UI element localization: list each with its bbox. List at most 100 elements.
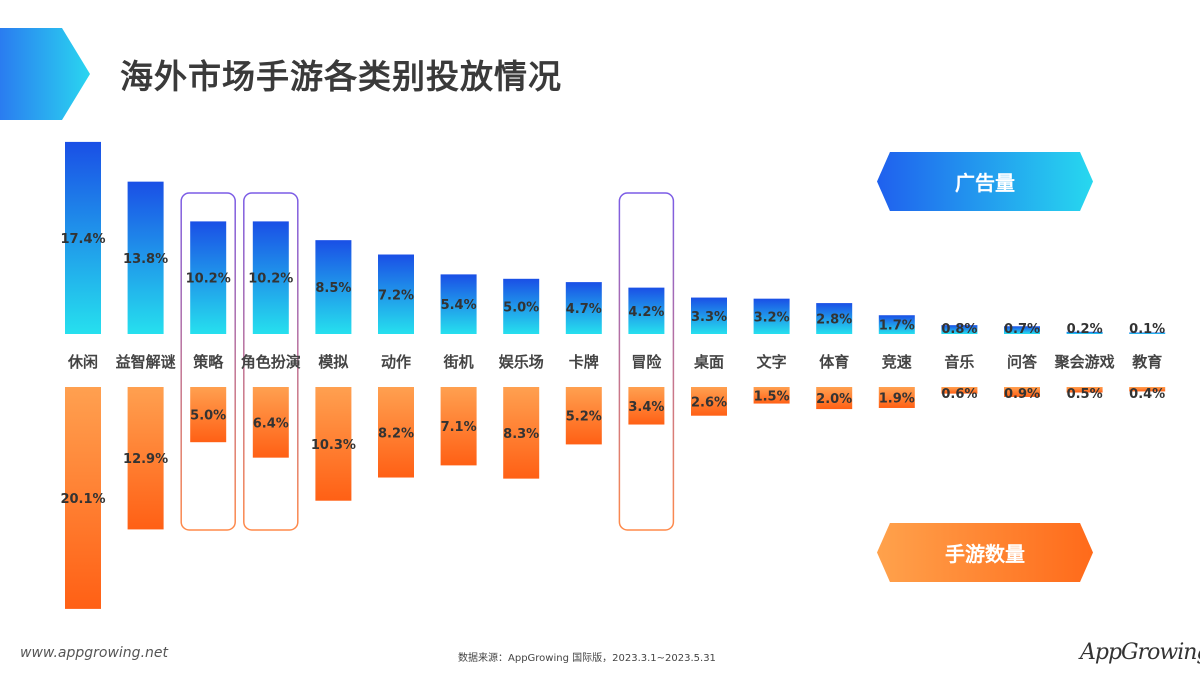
- game-count-bar: [378, 387, 414, 478]
- game-count-bar: [628, 387, 665, 425]
- game-count-label: 0.6%: [941, 387, 977, 402]
- game-count-label: 2.6%: [691, 395, 727, 410]
- game-count-bar: [440, 387, 477, 466]
- ad-volume-label: 17.4%: [60, 232, 105, 247]
- category-label: 益智解谜: [116, 353, 177, 371]
- game-count-bar: [252, 387, 289, 458]
- ad-volume-label: 0.2%: [1067, 322, 1103, 337]
- category-label: 桌面: [693, 353, 724, 371]
- ad-volume-bar: [565, 282, 602, 334]
- game-count-label: 8.3%: [503, 427, 539, 442]
- game-count-label: 1.5%: [754, 389, 790, 404]
- category-label: 聚会游戏: [1054, 353, 1115, 371]
- ad-volume-bar: [941, 325, 978, 334]
- category-label: 街机: [443, 353, 474, 371]
- ad-volume-label: 5.0%: [503, 300, 539, 315]
- category-label: 音乐: [944, 353, 974, 371]
- ad-volume-bar: [378, 254, 414, 334]
- website-link[interactable]: www.appgrowing.net: [20, 645, 168, 661]
- ad-volume-bar: [816, 303, 853, 334]
- category-label: 角色扮演: [241, 353, 301, 371]
- game-count-bar: [691, 387, 727, 416]
- ad-volume-bar: [503, 278, 540, 334]
- ad-volume-label: 3.2%: [754, 310, 790, 325]
- game-count-label: 20.1%: [60, 492, 105, 507]
- ad-volume-label: 2.8%: [816, 313, 852, 328]
- category-label: 教育: [1131, 353, 1162, 371]
- ad-volume-bar: [753, 298, 790, 334]
- game-count-bar: [941, 387, 978, 394]
- ad-volume-bar: [691, 297, 727, 334]
- game-count-bar: [190, 387, 227, 443]
- highlight-box: [180, 192, 236, 531]
- game-count-label: 8.2%: [378, 426, 414, 441]
- highlight-box: [243, 192, 299, 531]
- legend-ad-volume: 广告量: [877, 152, 1093, 211]
- game-count-bar: [565, 387, 602, 445]
- ad-volume-bar: [1129, 332, 1166, 334]
- game-count-bar: [503, 387, 540, 479]
- category-label: 冒险: [631, 353, 662, 371]
- category-label: 文字: [757, 353, 787, 371]
- ad-volume-label: 4.7%: [566, 302, 602, 317]
- game-count-label: 2.0%: [816, 392, 852, 407]
- title-chevron-icon: [0, 28, 90, 120]
- ad-volume-bar: [628, 287, 665, 334]
- category-label: 策略: [192, 353, 224, 371]
- ad-volume-label: 3.3%: [691, 310, 727, 325]
- game-count-label: 7.1%: [441, 420, 477, 435]
- game-count-label: 3.4%: [628, 400, 664, 415]
- game-count-label: 0.4%: [1129, 387, 1165, 402]
- legend-game-count: 手游数量: [877, 523, 1093, 582]
- category-label: 动作: [381, 353, 411, 371]
- category-label: 娱乐场: [499, 353, 544, 371]
- ad-volume-label: 8.5%: [315, 281, 351, 296]
- ad-volume-label: 10.2%: [248, 272, 293, 287]
- game-count-label: 10.3%: [311, 438, 356, 453]
- ad-volume-bar: [1066, 331, 1103, 334]
- ad-volume-bar: [252, 221, 289, 334]
- ad-volume-label: 7.2%: [378, 288, 414, 303]
- category-label: 问答: [1007, 353, 1038, 371]
- game-count-bar: [315, 387, 352, 501]
- game-count-bar: [878, 387, 915, 408]
- game-count-label: 6.4%: [253, 416, 289, 431]
- game-count-label: 0.9%: [1004, 387, 1040, 402]
- highlight-box: [618, 192, 675, 531]
- game-count-bar: [1129, 387, 1166, 392]
- ad-volume-bar: [65, 141, 101, 334]
- game-count-label: 12.9%: [123, 452, 168, 467]
- category-label: 休闲: [67, 353, 98, 371]
- ad-volume-label: 1.7%: [879, 319, 915, 334]
- data-source: 数据来源：AppGrowing 国际版，2023.3.1~2023.5.31: [458, 653, 716, 664]
- category-label: 卡牌: [569, 353, 599, 371]
- game-count-label: 0.5%: [1067, 387, 1103, 402]
- appgrowing-logo: AppGrowing: [1080, 640, 1200, 665]
- game-count-bar: [65, 387, 101, 609]
- category-label: 模拟: [318, 353, 348, 371]
- category-label: 体育: [819, 353, 849, 371]
- game-count-bar: [127, 387, 164, 530]
- page-title: 海外市场手游各类别投放情况: [120, 57, 562, 96]
- ad-volume-bar: [190, 221, 227, 334]
- ad-volume-label: 4.2%: [628, 305, 664, 320]
- ad-volume-label: 5.4%: [441, 298, 477, 313]
- game-count-bar: [816, 387, 853, 410]
- ad-volume-bar: [315, 240, 352, 334]
- game-count-bar: [1066, 387, 1103, 393]
- game-count-label: 5.0%: [190, 409, 226, 424]
- ad-volume-label: 10.2%: [186, 272, 231, 287]
- ad-volume-bar: [1004, 326, 1040, 334]
- game-count-bar: [1004, 387, 1040, 397]
- ad-volume-bar: [878, 315, 915, 334]
- ad-volume-bar: [440, 274, 477, 334]
- game-count-label: 5.2%: [566, 410, 602, 425]
- ad-volume-label: 13.8%: [123, 252, 168, 267]
- category-label: 竞速: [882, 353, 912, 371]
- ad-volume-label: 0.7%: [1004, 322, 1040, 337]
- ad-volume-label: 0.8%: [941, 322, 977, 337]
- game-count-label: 1.9%: [879, 391, 915, 406]
- ad-volume-bar: [127, 181, 164, 334]
